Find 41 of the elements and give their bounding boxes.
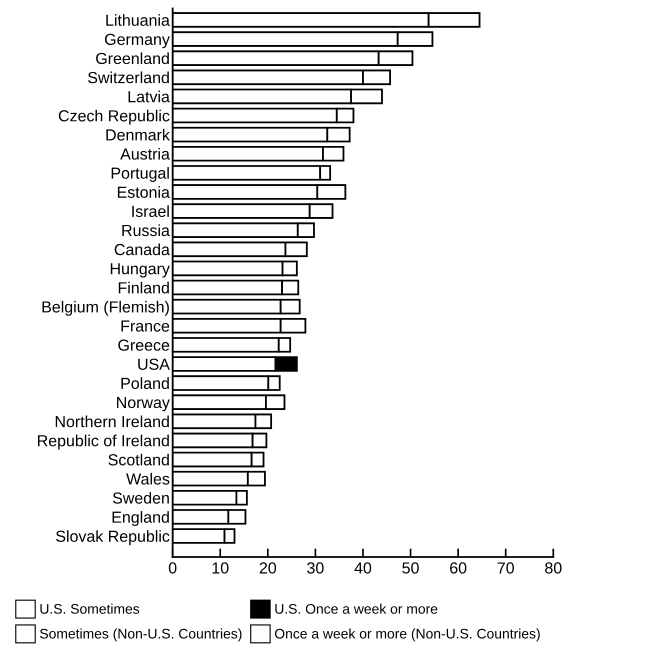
y-tick-label: Sweden [112, 492, 169, 504]
y-tick-label: Israel [132, 205, 169, 218]
legend-label: U.S. Once a week or more [275, 604, 438, 614]
y-tick-label: USA [138, 358, 170, 370]
y-tick-label: Scotland [108, 454, 169, 466]
y-tick-label: Belgium (Flemish) [42, 300, 169, 316]
x-tick-label: 50 [402, 562, 419, 574]
y-tick-label: Finland [118, 282, 169, 294]
y-tick-label: Northern Ireland [56, 416, 169, 428]
y-tick-label: Slovak Republic [56, 530, 170, 546]
y-tick-label: Norway [117, 397, 170, 412]
x-tick-label: 70 [498, 562, 514, 574]
legend-label: U.S. Sometimes [40, 604, 140, 614]
y-tick-label: Switzerland [88, 72, 169, 84]
legend-label: Once a week or more (Non-U.S. Countries) [274, 628, 540, 642]
y-tick-label: Poland [121, 377, 169, 390]
x-tick-label: 0 [168, 562, 176, 574]
y-tick-label: Portugal [112, 167, 169, 182]
y-tick-label: England [112, 511, 169, 526]
x-tick-label: 60 [450, 562, 466, 574]
x-tick-label: 40 [354, 562, 372, 574]
y-tick-label: Austria [120, 148, 170, 160]
y-tick-label: France [121, 320, 170, 332]
y-tick-label: Germany [105, 34, 170, 48]
y-tick-label: Canada [114, 244, 170, 256]
y-tick-label: Republic of Ireland [38, 434, 169, 450]
y-tick-label: Estonia [118, 186, 170, 198]
y-tick-label: Russia [122, 224, 170, 236]
x-tick-label: 80 [545, 562, 562, 574]
y-tick-label: Greece [118, 340, 170, 351]
x-tick-label: 30 [307, 562, 324, 574]
x-tick-label: 20 [260, 562, 276, 574]
y-tick-label: Greenland [96, 52, 169, 64]
y-tick-label: Latvia [128, 90, 170, 102]
y-tick-label: Czech Republic [58, 110, 170, 125]
legend-label: Sometimes (Non-U.S. Countries) [40, 628, 242, 642]
y-tick-label: Denmark [106, 128, 170, 141]
y-tick-label: Hungary [110, 263, 170, 278]
x-tick-label: 10 [212, 562, 228, 574]
y-tick-label: Lithuania [106, 14, 170, 26]
y-tick-label: Wales [126, 472, 170, 485]
